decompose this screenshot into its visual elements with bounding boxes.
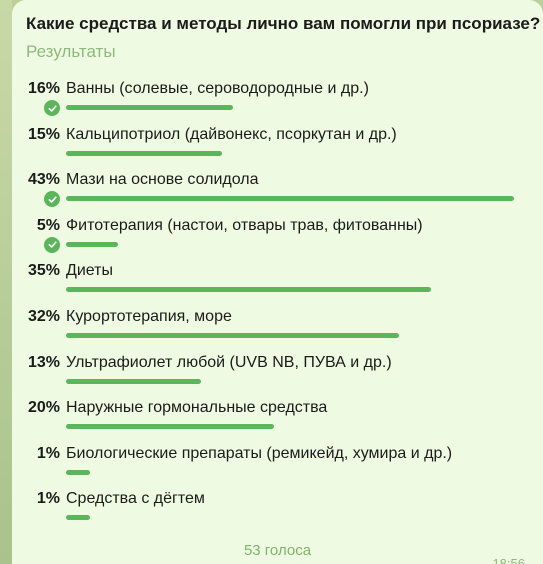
poll-option-label: Фитотерапия (настои, отвары трав, фитова… bbox=[66, 216, 423, 234]
poll-option[interactable]: 35% Диеты bbox=[12, 262, 543, 308]
poll-option[interactable]: 13% Ультрафиолет любой (UVB NB, ПУВА и др… bbox=[12, 354, 543, 400]
poll-option-percent: 1% bbox=[36, 444, 60, 462]
poll-option-label: Мази на основе солидола bbox=[66, 171, 259, 189]
poll-option-label: Ванны (солевые, сероводородные и др.) bbox=[66, 80, 369, 97]
poll-option-label: Курортотерапия, море bbox=[66, 308, 232, 325]
chosen-check-icon bbox=[44, 236, 60, 253]
chat-background bbox=[0, 0, 12, 564]
poll-option-label: Ультрафиолет любой (UVB NB, ПУВА и др.) bbox=[66, 353, 392, 371]
poll-option-bar bbox=[66, 469, 90, 475]
chosen-check-icon bbox=[44, 191, 60, 208]
poll-option-percent: 35% bbox=[27, 262, 60, 280]
poll-option-label: Наружные гормональные средства bbox=[66, 399, 328, 417]
poll-option-percent: 32% bbox=[27, 308, 60, 325]
poll-option-bar bbox=[66, 150, 222, 156]
poll-option-percent: 43% bbox=[27, 171, 60, 189]
poll-option[interactable]: 1% Биологические препараты (ремикейд, хум… bbox=[12, 445, 543, 491]
poll-option-percent: 5% bbox=[36, 216, 60, 234]
poll-option-bar bbox=[66, 424, 274, 430]
poll-option-percent: 16% bbox=[27, 80, 60, 97]
poll-option[interactable]: 5% Фитотерапия (настои, отвары трав, фито… bbox=[12, 217, 543, 263]
poll-option-label: Биологические препараты (ремикейд, хумир… bbox=[66, 444, 453, 462]
poll-option-label: Средства с дёгтем bbox=[66, 490, 205, 508]
poll-option-bar bbox=[66, 241, 118, 247]
poll-option-label: Кальципотриол (дайвонекс, псоркутан и др… bbox=[66, 125, 397, 143]
poll-option-percent: 15% bbox=[27, 125, 60, 143]
poll-option[interactable]: 16% Ванны (солевые, сероводородные и др.) bbox=[12, 80, 543, 126]
poll-option-bar bbox=[66, 105, 233, 110]
poll-option-percent: 20% bbox=[27, 399, 60, 417]
poll-votes-count[interactable]: 53 голоса bbox=[243, 542, 312, 559]
chosen-check-icon bbox=[44, 100, 60, 116]
poll-results-label: Результаты bbox=[26, 42, 116, 61]
poll-option-bar bbox=[66, 378, 201, 384]
poll-option-bar bbox=[66, 515, 90, 521]
poll-message-bubble[interactable]: Какие средства и методы лично вам помогл… bbox=[12, 0, 543, 564]
poll-option-bar bbox=[66, 333, 399, 338]
poll-question: Какие средства и методы лично вам помогл… bbox=[26, 14, 541, 33]
message-time: 18:56 bbox=[492, 556, 525, 564]
poll-option[interactable]: 20% Наружные гормональные средства bbox=[12, 399, 543, 445]
poll-option-label: Диеты bbox=[66, 262, 113, 280]
poll-option[interactable]: 1% Средства с дёгтем bbox=[12, 490, 543, 536]
poll-option[interactable]: 32% Курортотерапия, море bbox=[12, 308, 543, 354]
poll-option[interactable]: 43% Мази на основе солидола bbox=[12, 171, 543, 217]
poll-option-percent: 13% bbox=[27, 353, 60, 371]
poll-option-bar bbox=[66, 287, 431, 293]
poll-option-bar bbox=[66, 196, 514, 202]
poll-option-percent: 1% bbox=[36, 490, 60, 508]
poll-option[interactable]: 15% Кальципотриол (дайвонекс, псоркутан и… bbox=[12, 126, 543, 172]
